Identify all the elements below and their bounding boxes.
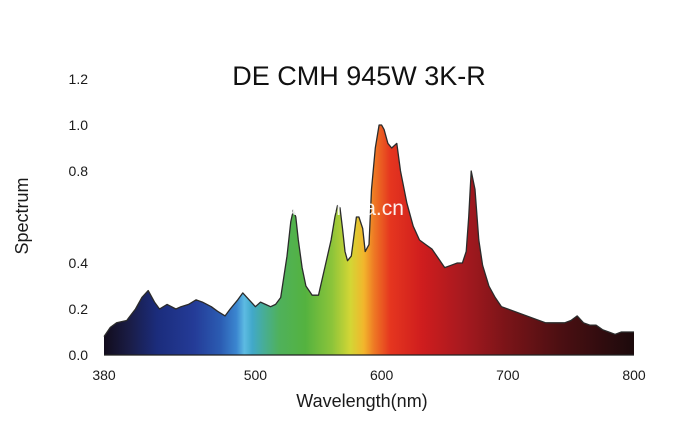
x-tick-label: 700 [496,367,520,383]
y-tick-label: 0.0 [69,347,89,363]
y-tick-label: 0.4 [69,255,89,271]
y-tick-label: 0.2 [69,301,89,317]
x-tick-label: 380 [92,367,116,383]
x-tick-labels: 380 500 600 700 800 [92,367,646,383]
y-tick-label: 1.0 [69,117,89,133]
x-axis-label: Wavelength(nm) [296,391,427,411]
x-tick-label: 500 [244,367,268,383]
y-axis-label: Spectrum [12,177,32,254]
chart-title: DE CMH 945W 3K-R [232,61,486,91]
y-tick-label: 0.8 [69,163,89,179]
x-tick-label: 600 [370,367,394,383]
watermark-text: trade.china.cn [272,197,404,220]
spectrum-area [104,125,634,355]
y-tick-labels: 0.0 0.2 0.4 0.8 1.0 1.2 [69,71,89,363]
x-tick-label: 800 [622,367,646,383]
y-tick-label: 1.2 [69,71,89,87]
plot-area [103,124,634,355]
spectrum-outline [103,124,634,337]
